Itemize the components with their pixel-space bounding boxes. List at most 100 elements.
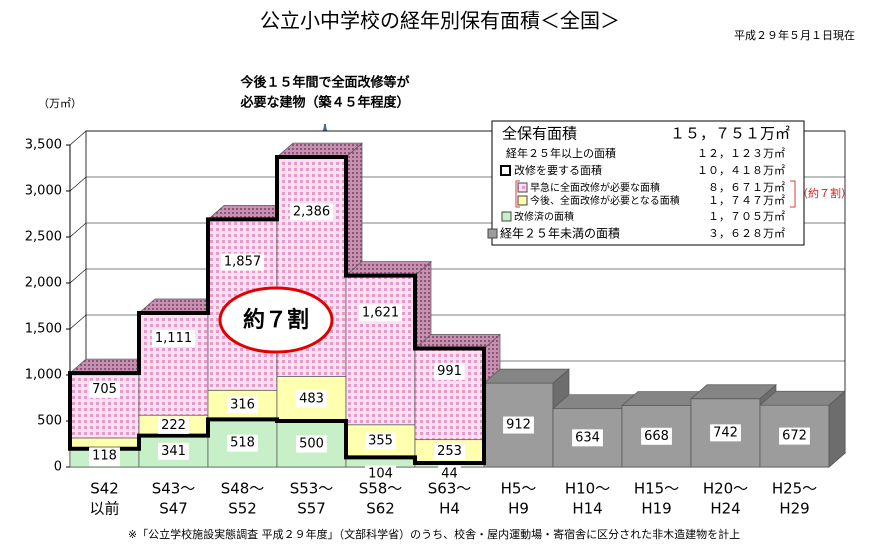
data-label-bg (572, 429, 603, 447)
legend-bracket (790, 180, 796, 208)
y-tick-label: 3,500 (25, 138, 62, 153)
x-tick-label: H19 (641, 500, 671, 518)
x-tick-label: H15～ (634, 480, 679, 498)
data-label: 634 (575, 430, 600, 445)
data-label-bg (89, 447, 120, 465)
data-label-bg (89, 380, 120, 398)
data-label: 44 (441, 467, 458, 482)
legend-total: ３，６２８万㎡ (708, 227, 785, 240)
ellipse-label: 約７割 (243, 307, 309, 333)
x-tick-label: H29 (779, 500, 809, 518)
x-tick-label: 以前 (89, 500, 119, 518)
legend-repair-label: 改修を要する面積 (514, 163, 602, 177)
legend-label: 改修済の面積 (514, 210, 574, 223)
data-label-bg (358, 304, 403, 322)
data-label-bg (158, 416, 189, 434)
bar-segment (138, 312, 209, 416)
x-tick-label: S62 (366, 500, 395, 518)
data-label: 118 (92, 448, 117, 463)
data-label: 104 (368, 467, 393, 482)
y-tick-label: 500 (37, 414, 62, 429)
data-label: 483 (299, 391, 324, 406)
data-label-bg (641, 427, 672, 445)
data-label: 742 (713, 425, 738, 440)
data-label: 518 (230, 436, 255, 451)
bar-top (690, 384, 777, 400)
legend-bracket (515, 180, 520, 208)
data-label-bg (710, 424, 741, 442)
data-label: 2,386 (293, 204, 330, 219)
x-tick-label: H20～ (703, 480, 748, 498)
bar-segment (414, 348, 485, 441)
data-label-bg (227, 434, 258, 452)
x-tick-label: H25～ (772, 480, 817, 498)
data-label: 672 (782, 429, 807, 444)
legend-swatch (517, 182, 528, 193)
x-tick-label: H14 (572, 500, 602, 518)
x-tick-label: S42 (90, 480, 119, 498)
legend-swatch (501, 211, 512, 222)
legend: 全保有面積 １５，７５１万㎡ 経年２５年以上の面積 １２，１２３万㎡ 改修を要す… (487, 120, 852, 246)
legend-over25-label: 経年２５年以上の面積 (506, 146, 616, 160)
ellipse (218, 286, 334, 354)
x-tick-label: H10～ (565, 480, 610, 498)
legend-repair-value: １０，４１８万㎡ (697, 164, 785, 177)
legend-box (491, 120, 805, 246)
annotation: 今後１５年間で全面改修等が (239, 75, 409, 91)
data-label: 341 (161, 444, 186, 459)
data-label: 253 (437, 444, 462, 459)
x-tick-label: S58～ (359, 480, 403, 498)
grid-line (69, 314, 845, 330)
legend-total: ８，６７１万㎡ (708, 181, 785, 194)
data-label-bg (779, 427, 810, 445)
x-tick-label: S52 (228, 500, 257, 518)
plot: 0 500 1,000 1,500 2,000 2,500 3,000 3,500 S42 以前 S… (25, 130, 847, 518)
data-label-bg (503, 416, 534, 434)
chart-title: 公立小中学校の経年別保有面積＜全国＞ (260, 9, 620, 33)
data-label-bg (220, 253, 265, 271)
data-label: 500 (299, 437, 324, 452)
data-label: 668 (644, 429, 669, 444)
data-label: 316 (230, 397, 255, 412)
data-label-bg (438, 465, 461, 483)
y-tick-label: 0 (54, 460, 62, 475)
x-tick-label: S53～ (290, 480, 334, 498)
y-tick-label: 2,500 (25, 230, 62, 245)
data-label: 912 (506, 418, 531, 433)
x-tick-label: S48～ (221, 480, 265, 498)
legend-approx: （約７割） (797, 186, 852, 200)
legend-total-label: 全保有面積 (502, 125, 577, 143)
footnote: ※「公立学校施設実態調査 平成２９年度」（文部科学省）のうち、校舎・屋内運動場・… (128, 527, 740, 541)
y-tick-label: 3,000 (25, 184, 62, 199)
legend-swatch (500, 165, 511, 176)
y-tick-label: 1,500 (25, 322, 62, 337)
data-label-bg (296, 435, 327, 453)
data-label-bg (296, 390, 327, 408)
annotation: 必要な建物（築４５年程度） (239, 95, 409, 111)
data-label: 1,857 (224, 255, 261, 270)
data-label-bg (158, 442, 189, 460)
repair-outline (68, 155, 486, 465)
bar-segment (483, 382, 554, 468)
x-tick-label: S63～ (428, 480, 472, 498)
bar-top (759, 390, 846, 406)
legend-total: １，７０５万㎡ (708, 210, 785, 223)
data-label: 1,621 (362, 305, 399, 320)
data-label-bg (289, 203, 334, 221)
data-label: 355 (368, 434, 393, 449)
data-label-bg (434, 442, 465, 460)
x-tick-label: H4 (439, 500, 460, 518)
x-tick-label: H5～ (501, 480, 537, 498)
x-tick-label: S57 (297, 500, 326, 518)
data-label: 991 (437, 364, 462, 379)
x-tick-label: S47 (159, 500, 188, 518)
data-label-bg (434, 362, 465, 380)
data-label: 705 (92, 382, 117, 397)
legend-total: １，７４７万㎡ (708, 194, 785, 207)
data-label-bg (227, 396, 258, 414)
legend-label: 早急に全面改修が必要な面積 (530, 181, 660, 194)
legend-total-value: １５，７５１万㎡ (670, 125, 790, 143)
y-unit: （万㎡） (38, 97, 82, 110)
